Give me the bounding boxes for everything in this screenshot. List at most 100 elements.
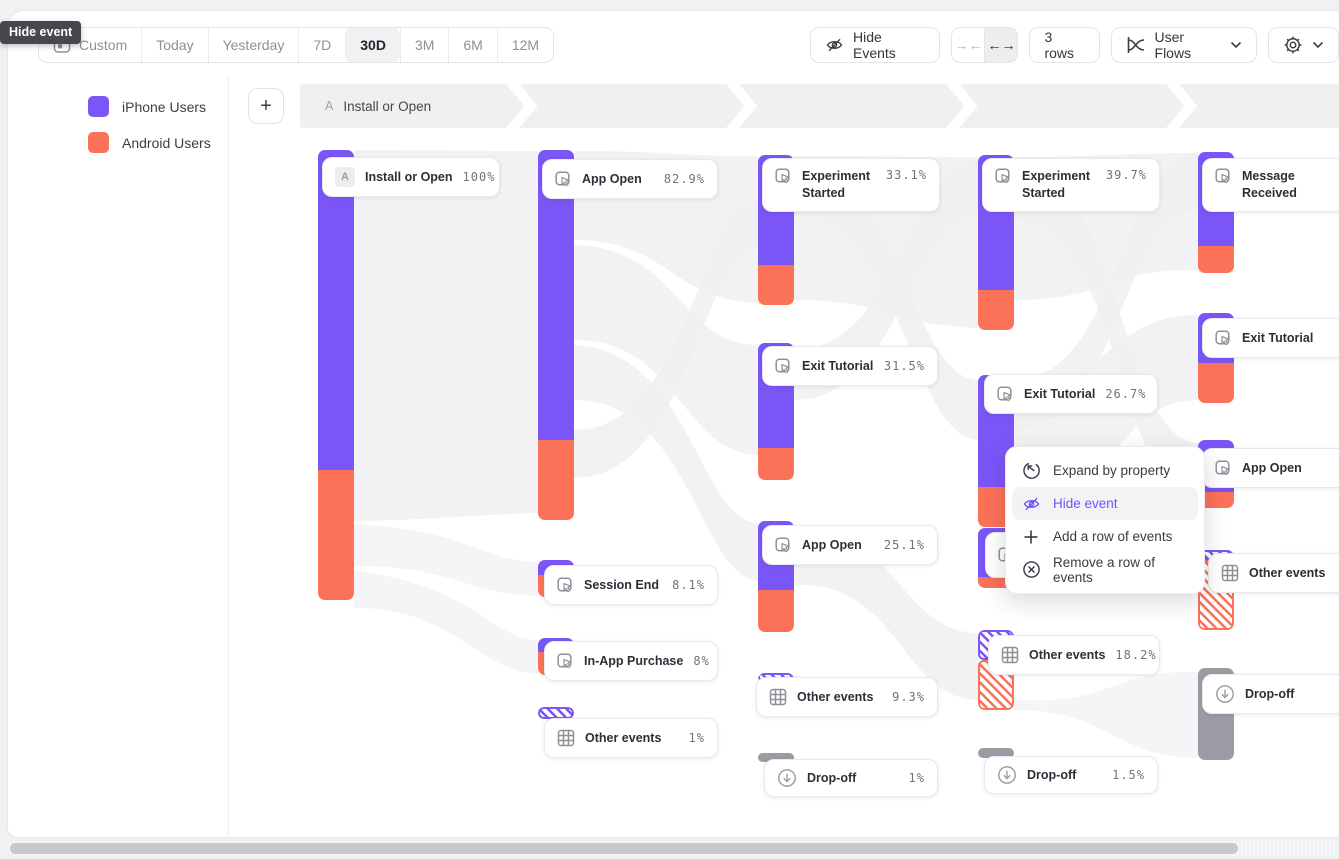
legend-item-android[interactable]: Android Users xyxy=(88,132,211,153)
flow-node-card[interactable]: Other events 18.2% xyxy=(988,635,1160,675)
date-range-12m[interactable]: 12M xyxy=(496,28,553,62)
flow-bar[interactable] xyxy=(538,707,574,719)
flow-bar-segment xyxy=(978,748,1014,758)
flow-node-card[interactable]: Drop-off xyxy=(1202,674,1339,714)
node-label: Session End xyxy=(584,577,660,592)
flow-node-card[interactable]: Session End 8.1% xyxy=(544,565,718,605)
flow-node-card[interactable]: Experiment Started 39.7% xyxy=(982,158,1160,212)
date-range-today[interactable]: Today xyxy=(141,28,207,62)
rows-count-label: 3 rows xyxy=(1044,29,1075,61)
node-value: 39.7% xyxy=(1105,168,1147,182)
event-cursor-icon xyxy=(1215,329,1232,347)
chevron-down-icon xyxy=(1312,41,1324,49)
flow-node-card[interactable]: Other events 1% xyxy=(544,718,718,758)
menu-item-label: Add a row of events xyxy=(1053,529,1173,544)
event-context-menu: Expand by property Hide event Add a row … xyxy=(1005,446,1205,594)
scrollbar-thumb[interactable] xyxy=(10,843,1238,854)
date-range-7d[interactable]: 7D xyxy=(298,28,345,62)
event-cursor-icon xyxy=(1215,168,1232,185)
node-label: Drop-off xyxy=(1245,686,1295,701)
legend: iPhone Users Android Users xyxy=(88,96,211,153)
menu-item-label: Hide event xyxy=(1053,496,1118,511)
node-label: Install or Open xyxy=(365,169,453,184)
hide-events-label: Hide Events xyxy=(853,29,896,61)
flow-bar-segment xyxy=(1198,492,1234,508)
node-label: Experiment Started xyxy=(1022,169,1091,200)
event-cursor-icon xyxy=(775,168,792,185)
flow-node-card[interactable]: Message Received xyxy=(1202,158,1339,212)
drop-off-arrow-icon xyxy=(997,765,1017,785)
event-cursor-icon xyxy=(775,357,792,375)
flow-node-card[interactable]: In-App Purchase 8% xyxy=(544,641,718,681)
legend-swatch-orange xyxy=(88,132,109,153)
date-range-yesterday[interactable]: Yesterday xyxy=(207,28,299,62)
menu-item-label: Expand by property xyxy=(1053,463,1171,478)
flow-bar-segment xyxy=(758,753,794,762)
add-segment-button[interactable]: + xyxy=(248,88,284,124)
legend-label: Android Users xyxy=(122,134,211,151)
flow-node-card[interactable]: Exit Tutorial 26.7% xyxy=(984,374,1158,414)
horizontal-scrollbar[interactable] xyxy=(7,841,1339,855)
node-label: Other events xyxy=(797,689,874,704)
event-cursor-icon xyxy=(995,168,1012,185)
node-value: 33.1% xyxy=(885,168,927,182)
date-range-30d[interactable]: 30D xyxy=(345,28,400,62)
flow-bar[interactable] xyxy=(758,753,794,762)
menu-item-hide-event[interactable]: Hide event xyxy=(1012,487,1198,520)
node-label: Other events xyxy=(1249,565,1326,580)
flow-node-card[interactable]: A Install or Open 100% xyxy=(322,157,500,197)
flow-bar-segment xyxy=(1198,363,1234,403)
settings-dropdown[interactable] xyxy=(1268,27,1339,63)
event-cursor-icon xyxy=(997,385,1014,403)
menu-item-remove-row[interactable]: Remove a row of events xyxy=(1012,553,1198,586)
flow-bar[interactable] xyxy=(538,150,574,520)
flow-node-card[interactable]: Drop-off 1.5% xyxy=(984,756,1158,794)
flow-node-card[interactable]: Exit Tutorial xyxy=(1202,318,1339,358)
node-value: 31.5% xyxy=(883,359,925,373)
menu-item-expand-by-property[interactable]: Expand by property xyxy=(1012,454,1198,487)
other-events-grid-icon xyxy=(769,688,787,706)
legend-label: iPhone Users xyxy=(122,98,207,115)
date-range-selector: Custom Today Yesterday 7D 30D 3M 6M 12M xyxy=(38,27,555,63)
flow-bar[interactable] xyxy=(978,748,1014,758)
hide-events-button[interactable]: Hide Events xyxy=(810,27,941,63)
rows-count-button[interactable]: 3 rows xyxy=(1029,27,1100,63)
legend-item-iphone[interactable]: iPhone Users xyxy=(88,96,211,117)
node-value: 8% xyxy=(693,654,710,668)
menu-item-add-row[interactable]: Add a row of events xyxy=(1012,520,1198,553)
flow-node-card[interactable]: App Open 82.9% xyxy=(542,159,718,199)
flow-node-card[interactable]: Experiment Started 33.1% xyxy=(762,158,940,212)
view-type-label: User Flows xyxy=(1154,29,1192,61)
drop-off-arrow-icon xyxy=(1215,684,1235,704)
date-range-label: Custom xyxy=(79,37,128,53)
breadcrumb[interactable]: A Install or Open xyxy=(325,84,431,128)
flow-bar[interactable] xyxy=(318,150,354,600)
chevron-separator-icon xyxy=(506,84,538,128)
view-type-dropdown[interactable]: User Flows xyxy=(1110,27,1258,63)
collapse-columns-button[interactable]: →← xyxy=(954,37,983,53)
event-cursor-icon xyxy=(557,652,574,670)
node-label: Exit Tutorial xyxy=(1024,386,1096,401)
flow-node-card[interactable]: App Open 25.1% xyxy=(762,525,938,565)
flow-node-card[interactable]: Drop-off 1% xyxy=(764,759,938,797)
date-range-6m[interactable]: 6M xyxy=(448,28,496,62)
expand-columns-button[interactable]: ←→ xyxy=(984,28,1018,62)
step-badge: A xyxy=(325,99,334,113)
node-value: 8.1% xyxy=(672,578,705,592)
node-label: App Open xyxy=(1242,460,1302,475)
flow-node-card[interactable]: Other events xyxy=(1208,553,1339,593)
flow-node-card[interactable]: App Open xyxy=(1202,448,1339,488)
chevron-down-icon xyxy=(1230,41,1242,49)
node-value: 1% xyxy=(908,771,925,785)
node-label: Experiment Started xyxy=(802,169,871,200)
node-value: 26.7% xyxy=(1105,387,1147,401)
step-label: Install or Open xyxy=(343,98,432,114)
date-range-3m[interactable]: 3M xyxy=(399,28,448,62)
flow-node-card[interactable]: Exit Tutorial 31.5% xyxy=(762,346,938,386)
node-label: Other events xyxy=(585,730,662,745)
flow-node-card[interactable]: Other events 9.3% xyxy=(756,677,938,717)
flow-bar-segment xyxy=(538,440,574,520)
event-cursor-icon xyxy=(557,576,574,594)
other-events-grid-icon xyxy=(557,729,575,747)
gear-icon xyxy=(1283,35,1303,55)
